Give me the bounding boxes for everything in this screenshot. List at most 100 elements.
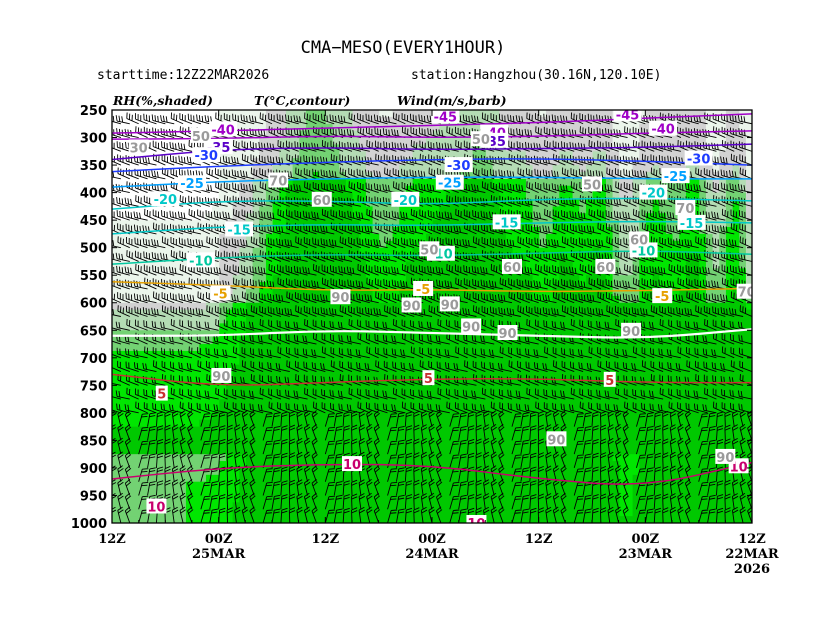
rh-cell [552,371,560,380]
rh-cell [698,461,706,469]
rh-cell [518,137,526,146]
rh-cell [745,516,752,523]
rh-cell [252,385,260,393]
rh-cell [665,461,673,469]
rh-cell [418,165,426,173]
rh-cell [592,440,600,448]
rh-cell [432,268,440,276]
rh-cell [625,165,633,173]
rh-cell [632,454,640,462]
rh-cell [538,199,546,207]
rh-cell [618,240,626,249]
rh-cell [572,474,580,483]
rh-cell [378,364,386,373]
rh-cell [305,302,313,311]
rh-cell [252,467,260,476]
rh-cell [298,261,306,269]
rh-cell [412,392,420,400]
rh-cell [518,371,526,380]
rh-cell [605,220,613,228]
rh-cell [285,302,293,311]
rh-cell [225,110,233,118]
rh-cell [585,220,593,228]
rh-cell [438,227,446,235]
rh-cell [405,165,413,173]
rh-cell [498,467,506,476]
rh-cell [692,412,700,421]
rh-cell [652,350,660,359]
rh-cell [725,282,733,290]
rh-cell [598,302,606,311]
rh-cell [252,288,260,297]
rh-cell [332,419,340,428]
rh-cell [245,137,253,146]
rh-cell [245,337,253,345]
rh-cell [672,461,680,469]
rh-cell [725,137,733,146]
rh-cell [405,240,413,249]
rh-cell [438,509,446,517]
rh-cell [358,495,366,503]
rh-cell [492,350,500,359]
rh-cell [412,151,420,159]
rh-cell [325,337,333,345]
rh-cell [398,309,406,318]
rh-cell [685,440,693,448]
rh-cell [292,378,300,386]
rh-cell [545,385,553,393]
rh-cell [578,220,586,228]
rh-cell [645,392,653,400]
rh-cell [412,481,420,490]
rh-cell [525,240,533,249]
rh-cell [432,467,440,476]
rh-cell [378,350,386,359]
rh-cell [665,371,673,380]
rh-cell [732,419,740,428]
rh-cell [652,261,660,269]
rh-cell [345,130,353,139]
rh-cell [258,233,266,242]
rh-cell [612,323,620,331]
rh-cell [325,288,333,297]
rh-cell [618,337,626,345]
rh-cell [618,502,626,510]
rh-cell [505,412,513,421]
rh-cell [465,405,473,414]
rh-cell [572,364,580,373]
rh-cell [592,288,600,297]
rh-cell [385,481,393,490]
rh-cell [398,165,406,173]
rh-cell [225,178,233,187]
rh-cell [512,165,520,173]
rh-cell [392,323,400,331]
rh-cell [698,419,706,428]
rh-cell [445,392,453,400]
rh-cell [665,502,673,510]
rh-cell [432,302,440,311]
rh-cell [658,344,666,352]
rh-cell [618,509,626,517]
rh-cell [698,254,706,263]
rh-cell [552,192,560,201]
rh-cell [505,227,513,235]
rh-cell [732,165,740,173]
rh-cell [698,137,706,146]
rh-cell [592,426,600,435]
rh-cell [258,240,266,249]
rh-cell [725,399,733,407]
rh-cell [658,399,666,407]
rh-cell [312,440,320,448]
rh-cell [318,116,326,125]
rh-cell [292,295,300,304]
rh-cell [438,206,446,214]
rh-cell [352,130,360,139]
rh-cell [278,447,286,455]
rh-cell [592,110,600,118]
rh-cell [245,323,253,331]
rh-cell [312,481,320,490]
rh-cell [512,316,520,324]
rh-cell [478,206,486,214]
rh-cell [598,151,606,159]
rh-cell [398,323,406,331]
rh-cell [638,488,646,497]
